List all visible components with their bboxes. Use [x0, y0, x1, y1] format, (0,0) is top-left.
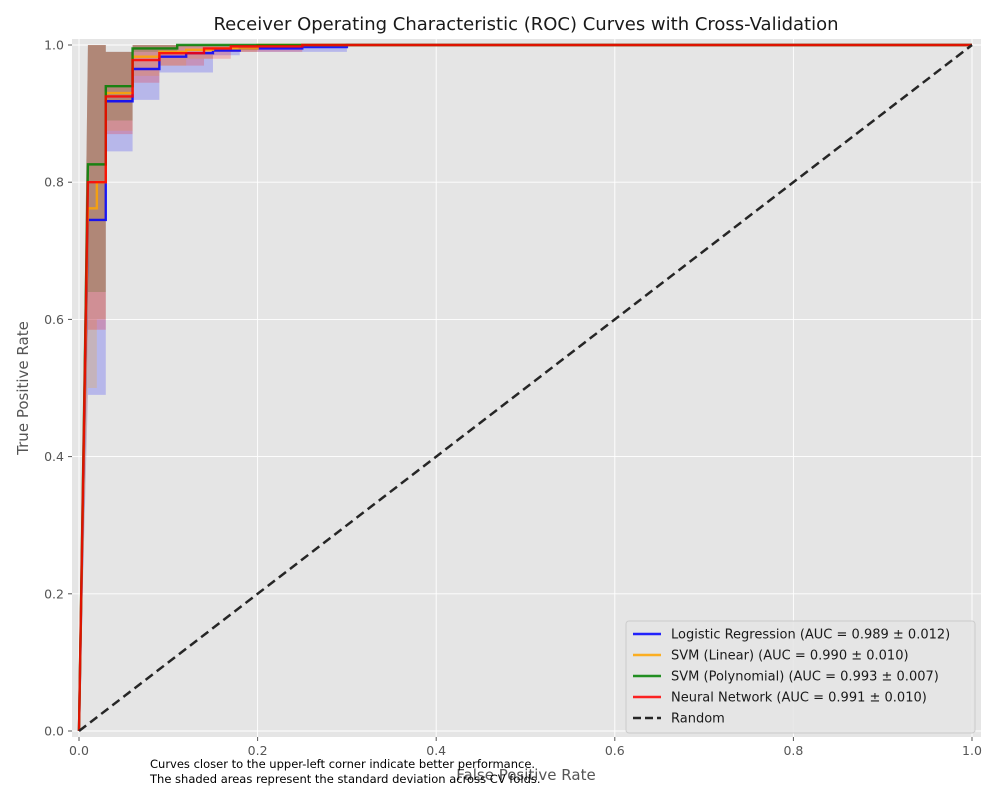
x-tick-label: 0.4 [426, 743, 446, 758]
chart-title: Receiver Operating Characteristic (ROC) … [213, 14, 838, 35]
y-tick-label: 0.0 [44, 724, 64, 739]
x-tick-label: 0.2 [248, 743, 268, 758]
legend-box [625, 620, 976, 734]
x-tick-label: 1.0 [962, 743, 982, 758]
grid-lines [72, 39, 981, 737]
legend-label-2: SVM (Polynomial) (AUC = 0.993 ± 0.007) [671, 670, 939, 685]
series-line-4 [78, 44, 973, 732]
footnote-line-2: The shaded areas represent the standard … [150, 772, 541, 786]
legend-label-0: Logistic Regression (AUC = 0.989 ± 0.012… [671, 628, 950, 643]
x-tick-label: 0.6 [605, 743, 625, 758]
axis-ticks: 0.0 0.2 0.4 0.6 0.8 1.0 0.0 0.2 0.4 0.6 0.8 1.0 [44, 38, 982, 759]
x-tick-label: 0.0 [69, 743, 89, 758]
legend-label-3: Neural Network (AUC = 0.991 ± 0.010) [671, 691, 927, 706]
footnote-line-1: Curves closer to the upper-left corner i… [150, 757, 536, 771]
legend: Logistic Regression (AUC = 0.989 ± 0.012… [625, 620, 976, 734]
legend-label-1: SVM (Linear) (AUC = 0.990 ± 0.010) [671, 649, 909, 664]
x-tick-label: 0.8 [783, 743, 803, 758]
y-tick-label: 0.4 [44, 449, 64, 464]
series-lines [77, 43, 973, 732]
x-axis-label: False Positive Rate [456, 766, 595, 784]
y-axis-label: True Positive Rate [14, 321, 32, 456]
series-line-3 [77, 43, 972, 732]
legend-label-4: Random [671, 712, 725, 727]
y-tick-label: 0.8 [44, 175, 64, 190]
y-tick-label: 0.6 [44, 312, 64, 327]
y-tick-label: 1.0 [44, 38, 64, 53]
y-tick-label: 0.2 [44, 586, 64, 601]
